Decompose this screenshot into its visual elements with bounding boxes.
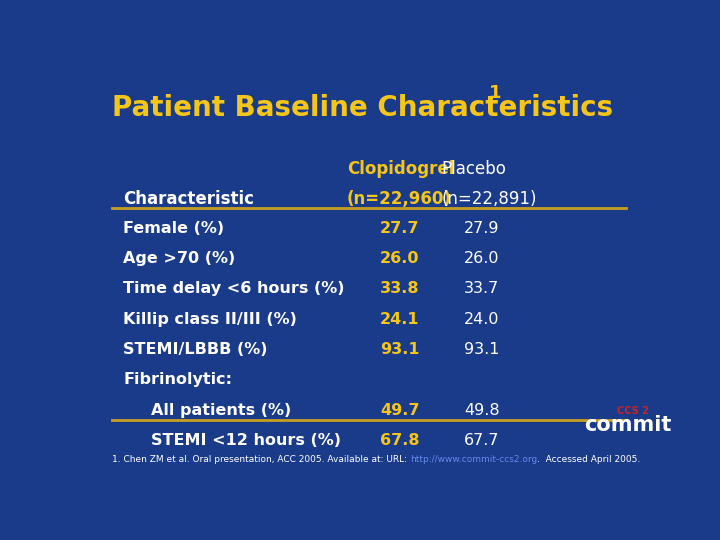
Text: http://www.commit-ccs2.org: http://www.commit-ccs2.org <box>410 455 537 464</box>
Text: STEMI/LBBB (%): STEMI/LBBB (%) <box>124 342 268 357</box>
Text: Age >70 (%): Age >70 (%) <box>124 251 235 266</box>
Text: 27.7: 27.7 <box>380 221 420 236</box>
Text: 49.7: 49.7 <box>380 403 420 418</box>
Text: 24.0: 24.0 <box>464 312 500 327</box>
Text: Patient Baseline Characteristics: Patient Baseline Characteristics <box>112 94 613 122</box>
Text: 49.8: 49.8 <box>464 403 500 418</box>
Text: Placebo: Placebo <box>441 160 506 178</box>
Text: Female (%): Female (%) <box>124 221 225 236</box>
Text: 1: 1 <box>489 84 501 102</box>
Text: CCS 2: CCS 2 <box>617 406 649 416</box>
Text: Clopidogrel: Clopidogrel <box>347 160 454 178</box>
Text: 93.1: 93.1 <box>380 342 420 357</box>
Text: Killip class II/III (%): Killip class II/III (%) <box>124 312 297 327</box>
Text: 93.1: 93.1 <box>464 342 500 357</box>
Text: STEMI <12 hours (%): STEMI <12 hours (%) <box>151 433 341 448</box>
Text: 33.7: 33.7 <box>464 281 499 296</box>
Text: Time delay <6 hours (%): Time delay <6 hours (%) <box>124 281 345 296</box>
Text: Fibrinolytic:: Fibrinolytic: <box>124 373 233 388</box>
Text: 1. Chen ZM et al. Oral presentation, ACC 2005. Available at: URL:: 1. Chen ZM et al. Oral presentation, ACC… <box>112 455 410 464</box>
Text: (n=22,960): (n=22,960) <box>347 190 451 207</box>
Text: 26.0: 26.0 <box>380 251 420 266</box>
Text: 67.7: 67.7 <box>464 433 500 448</box>
Text: .  Accessed April 2005.: . Accessed April 2005. <box>537 455 641 464</box>
Text: All patients (%): All patients (%) <box>151 403 292 418</box>
Text: 67.8: 67.8 <box>380 433 420 448</box>
Text: (n=22,891): (n=22,891) <box>441 190 537 207</box>
Text: 26.0: 26.0 <box>464 251 500 266</box>
Text: 24.1: 24.1 <box>380 312 420 327</box>
Text: 33.8: 33.8 <box>380 281 420 296</box>
Text: commit: commit <box>584 415 671 435</box>
Text: 27.9: 27.9 <box>464 221 500 236</box>
Text: Characteristic: Characteristic <box>124 190 254 207</box>
